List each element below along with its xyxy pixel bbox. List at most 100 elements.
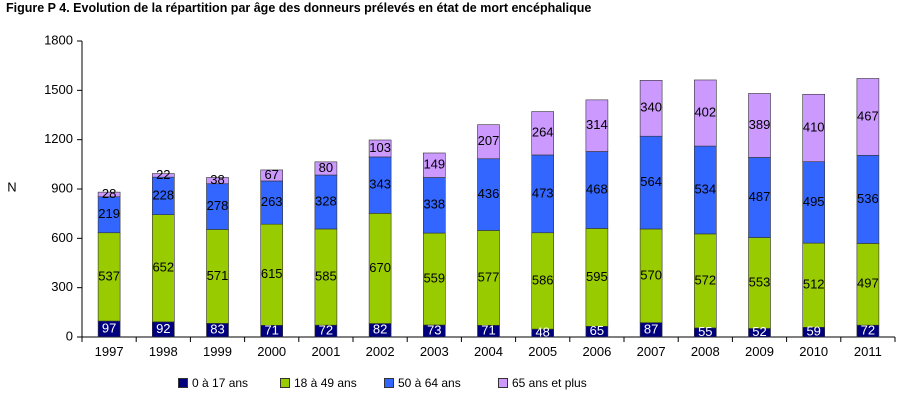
bar-segment — [206, 177, 229, 185]
legend-swatch — [280, 378, 290, 388]
x-tick-label: 1997 — [95, 344, 124, 359]
legend-item: 0 à 17 ans — [178, 376, 248, 390]
data-label: 59 — [806, 324, 820, 339]
bar-segment — [368, 139, 392, 158]
bar-segment — [314, 161, 338, 176]
data-label: 38 — [210, 172, 224, 187]
x-tick-label: 2005 — [528, 344, 557, 359]
data-label: 436 — [478, 186, 500, 201]
data-label: 83 — [210, 322, 224, 337]
data-label: 97 — [102, 320, 116, 335]
bar-segment — [531, 111, 555, 156]
data-label: 55 — [698, 324, 712, 339]
legend-swatch — [178, 378, 188, 388]
chart-bars — [97, 78, 880, 338]
x-tick-label: 2003 — [420, 344, 449, 359]
data-label: 495 — [803, 194, 825, 209]
data-label: 564 — [640, 174, 662, 189]
data-label: 73 — [427, 322, 441, 337]
data-label: 615 — [261, 266, 283, 281]
legend-item: 18 à 49 ans — [280, 376, 357, 390]
data-label: 48 — [535, 324, 549, 339]
data-label: 67 — [264, 167, 278, 182]
x-tick-label: 2000 — [257, 344, 286, 359]
data-label: 80 — [319, 160, 333, 175]
data-label: 670 — [369, 260, 391, 275]
data-label: 338 — [423, 197, 445, 212]
data-label: 585 — [315, 268, 337, 283]
bar-segment — [639, 80, 663, 137]
chart-legend: 0 à 17 ans 18 à 49 ans 50 à 64 ans 65 ans e… — [0, 376, 900, 394]
bar-segment — [422, 152, 446, 178]
data-label: 487 — [749, 189, 771, 204]
legend-swatch — [498, 378, 508, 388]
data-label: 572 — [694, 272, 716, 287]
y-tick-label: 900 — [51, 180, 73, 195]
data-label: 207 — [478, 133, 500, 148]
stacked-bar-chart: 0 300 600 900 1200 1500 1800 1997 1998 1999 2000 20… — [7, 32, 896, 359]
figure-title: Figure P 4. Evolution de la répartition … — [6, 1, 592, 15]
bar-segment — [152, 173, 175, 178]
bar-segment — [693, 79, 717, 147]
data-label: 72 — [319, 323, 333, 338]
bar-segment — [585, 99, 609, 152]
data-label: 534 — [694, 181, 716, 196]
data-label: 314 — [586, 117, 608, 132]
data-label: 512 — [803, 277, 825, 292]
x-tick-label: 2008 — [691, 344, 720, 359]
data-label: 536 — [857, 191, 879, 206]
data-label: 410 — [803, 119, 825, 134]
legend-label: 50 à 64 ans — [398, 376, 461, 390]
x-tick-label: 2010 — [799, 344, 828, 359]
y-tick-label: 600 — [51, 230, 73, 245]
data-label: 468 — [586, 181, 608, 196]
data-label: 343 — [369, 177, 391, 192]
data-label: 278 — [207, 198, 229, 213]
bar-segment — [856, 78, 880, 156]
x-tick-label: 2001 — [311, 344, 340, 359]
bar-segment — [477, 124, 500, 160]
data-label: 72 — [861, 323, 875, 338]
data-label: 467 — [857, 108, 879, 123]
data-label: 571 — [207, 268, 229, 283]
y-axis-label: N — [7, 179, 16, 194]
data-label: 65 — [590, 323, 604, 338]
data-label: 71 — [264, 323, 278, 338]
data-label: 340 — [640, 100, 662, 115]
data-label: 553 — [749, 274, 771, 289]
data-label: 71 — [481, 323, 495, 338]
legend-label: 0 à 17 ans — [192, 376, 249, 390]
x-tick-label: 2002 — [366, 344, 395, 359]
bar-segment — [748, 93, 771, 158]
data-label: 537 — [98, 268, 120, 283]
bar-segment — [260, 169, 284, 182]
data-label: 577 — [478, 269, 500, 284]
data-label: 389 — [749, 117, 771, 132]
chart-axes: 0 300 600 900 1200 1500 1800 1997 1998 1999 2000 20… — [44, 32, 896, 359]
x-tick-label: 2004 — [474, 344, 503, 359]
bar-segment — [97, 191, 121, 198]
x-tick-label: 1998 — [149, 344, 178, 359]
data-label: 228 — [152, 187, 174, 202]
data-label: 328 — [315, 193, 337, 208]
data-label: 87 — [644, 321, 658, 336]
x-tick-label: 2006 — [582, 344, 611, 359]
x-tick-label: 2011 — [854, 344, 882, 359]
bar-segment — [802, 93, 826, 163]
data-label: 219 — [98, 206, 120, 221]
legend-item: 50 à 64 ans — [384, 376, 461, 390]
legend-label: 65 ans et plus — [512, 376, 587, 390]
data-label: 264 — [532, 125, 554, 140]
legend-item: 65 ans et plus — [498, 376, 587, 390]
x-tick-label: 2007 — [637, 344, 666, 359]
x-tick-label: 1999 — [203, 344, 232, 359]
data-label: 402 — [694, 104, 716, 119]
data-label: 586 — [532, 272, 554, 287]
y-tick-label: 1200 — [44, 131, 73, 146]
data-label: 82 — [373, 322, 387, 337]
y-tick-label: 1500 — [44, 82, 73, 97]
data-label: 595 — [586, 269, 608, 284]
y-tick-label: 0 — [66, 328, 73, 343]
x-tick-label: 2009 — [745, 344, 774, 359]
data-label: 652 — [152, 260, 174, 275]
